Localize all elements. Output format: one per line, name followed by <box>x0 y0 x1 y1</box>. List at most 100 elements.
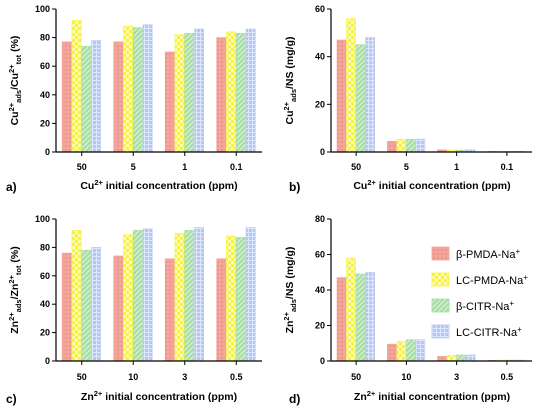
y-tick-label: 40 <box>40 299 50 309</box>
legend-item: β-CITR-Na+ <box>431 298 514 313</box>
label-part: /NS (mg/g) <box>284 247 296 300</box>
bar-b-s2-c1 <box>406 139 416 153</box>
bar-b-s3-c0 <box>365 37 375 153</box>
x-tick-label: 50 <box>77 372 87 382</box>
legend-label-sup: + <box>509 299 514 308</box>
legend: β-PMDA-Na+LC-PMDA-Na+β-CITR-Na+LC-CITR-N… <box>431 246 528 339</box>
label-part: 2+ <box>282 311 291 320</box>
legend-swatch <box>431 298 450 313</box>
x-tick-label: 50 <box>351 162 361 172</box>
legend-label: β-PMDA-Na+ <box>456 247 521 261</box>
x-tick-label: 50 <box>351 372 361 382</box>
bar-c-s0-c2 <box>164 258 175 362</box>
label-part: /NS (mg/g) <box>284 37 296 90</box>
bar-d-s1-c2 <box>446 355 457 362</box>
bar-c-s2-c3 <box>235 237 246 362</box>
label-part: tot <box>14 54 23 64</box>
label-part: /Cu <box>9 73 21 90</box>
y-tick-label: 100 <box>35 4 50 14</box>
legend-label-sup: + <box>517 325 522 334</box>
x-tick-label: 0.5 <box>501 372 514 382</box>
bar-c-s1-c3 <box>226 235 236 362</box>
y-tick-label: 40 <box>40 90 50 100</box>
bar-c-s3-c3 <box>245 227 256 362</box>
label-part: Zn <box>81 391 94 403</box>
bar-a-s2-c0 <box>81 45 92 153</box>
bar-b-s2-c0 <box>355 44 366 153</box>
legend-label-main: β-PMDA-Na <box>456 249 516 261</box>
y-tick-label: 60 <box>315 250 325 260</box>
panel-label: d) <box>289 392 300 406</box>
panel-label: c) <box>6 392 17 406</box>
bar-d-s3-c1 <box>415 339 426 362</box>
legend-label-main: LC-PMDA-Na <box>456 275 524 287</box>
y-tick-label: 20 <box>315 99 325 109</box>
x-axis-title: Cu2+ initial concentration (ppm) <box>80 178 237 192</box>
bar-a-s2-c3 <box>235 33 246 153</box>
y-tick-label: 80 <box>315 214 325 224</box>
label-part: /Zn <box>9 284 21 300</box>
x-tick-label: 3 <box>454 372 459 382</box>
y-tick-label: 0 <box>45 147 50 157</box>
label-part: 2+ <box>282 101 291 110</box>
label-part: Zn <box>9 321 21 334</box>
bar-a-s2-c2 <box>184 33 195 153</box>
y-tick-label: 40 <box>315 52 325 62</box>
label-part: 2+ <box>7 102 16 111</box>
legend-label: β-CITR-Na+ <box>456 299 514 313</box>
bar-d-s1-c0 <box>346 257 356 362</box>
label-part: initial concentration (ppm) <box>103 180 238 192</box>
bar-c-s2-c0 <box>81 249 92 362</box>
x-tick-label: 0.5 <box>230 372 243 382</box>
y-tick-label: 20 <box>40 328 50 338</box>
y-tick-label: 0 <box>45 356 50 366</box>
x-axis-title: Cu2+ initial concentration (ppm) <box>353 178 510 192</box>
bar-d-s3-c0 <box>365 271 375 362</box>
legend-swatch <box>431 272 450 287</box>
label-part: ads <box>14 90 23 103</box>
bar-d-s0-c2 <box>437 356 447 362</box>
bar-d-s2-c0 <box>355 273 366 362</box>
bar-a-s1-c0 <box>71 20 82 153</box>
bar-a-s1-c1 <box>123 25 133 153</box>
bar-a-s3-c3 <box>245 28 256 153</box>
y-axis-title: Cu2+ads/NS (mg/g) <box>282 37 298 125</box>
label-part: Zn <box>354 391 367 403</box>
bar-c-s3-c2 <box>194 227 205 362</box>
x-tick-label: 0.1 <box>501 162 514 172</box>
legend-item: LC-CITR-Na+ <box>431 324 522 339</box>
label-part: ads <box>14 299 23 312</box>
bar-b-s1-c0 <box>346 18 356 153</box>
bar-c-s1-c1 <box>123 234 133 362</box>
bar-c-s3-c0 <box>91 247 102 362</box>
bar-d-s0-c1 <box>386 343 397 362</box>
legend-label-main: LC-CITR-Na <box>456 327 518 339</box>
bar-d-s2-c1 <box>406 339 416 362</box>
label-part: 2+ <box>367 389 376 398</box>
label-part: 2+ <box>7 64 16 73</box>
bar-c-s2-c1 <box>132 230 143 362</box>
bar-b-s0-c0 <box>336 39 347 153</box>
bar-d-s2-c2 <box>456 354 466 362</box>
label-part: ads <box>289 299 298 312</box>
bar-d-s1-c1 <box>396 341 407 362</box>
legend-label-sup: + <box>516 247 521 256</box>
legend-item: β-PMDA-Na+ <box>431 246 521 261</box>
bar-a-s0-c0 <box>61 41 72 153</box>
x-tick-label: 3 <box>182 372 187 382</box>
bar-a-s3-c2 <box>194 28 205 153</box>
bar-a-s1-c3 <box>226 31 236 153</box>
y-tick-label: 40 <box>315 285 325 295</box>
legend-item: LC-PMDA-Na+ <box>431 272 528 287</box>
bar-a-s3-c1 <box>142 24 153 153</box>
bar-a-s2-c1 <box>132 27 143 153</box>
label-part: 2+ <box>94 178 103 187</box>
bar-a-s0-c1 <box>113 41 124 153</box>
label-part: Cu <box>9 111 21 125</box>
y-tick-label: 80 <box>40 33 50 43</box>
y-tick-label: 20 <box>40 118 50 128</box>
bar-c-s2-c2 <box>184 230 195 362</box>
